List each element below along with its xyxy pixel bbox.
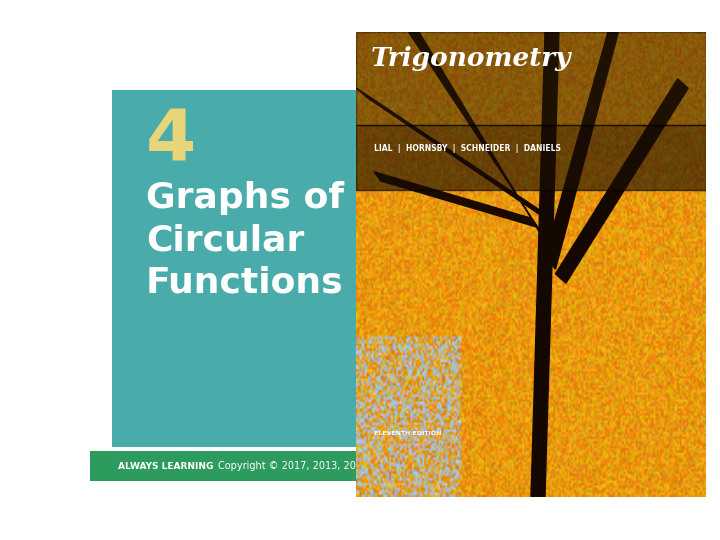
FancyBboxPatch shape (90, 451, 648, 481)
Polygon shape (555, 79, 688, 283)
Text: PEARSON: PEARSON (555, 457, 652, 475)
Polygon shape (374, 172, 538, 227)
FancyBboxPatch shape (112, 90, 364, 447)
Text: ALWAYS LEARNING: ALWAYS LEARNING (118, 462, 213, 470)
Text: ELEVENTH EDITION: ELEVENTH EDITION (374, 431, 441, 436)
Polygon shape (531, 32, 559, 497)
Text: Graphs of the
Circular
Functions: Graphs of the Circular Functions (145, 181, 424, 299)
Text: Copyright © 2017, 2013, 2009 Pearson Education, Inc.: Copyright © 2017, 2013, 2009 Pearson Edu… (218, 461, 486, 471)
Polygon shape (545, 32, 618, 269)
Text: Trigonometry: Trigonometry (370, 46, 571, 71)
FancyBboxPatch shape (356, 32, 706, 125)
FancyBboxPatch shape (356, 125, 706, 190)
Text: 4: 4 (145, 106, 196, 176)
Polygon shape (356, 88, 545, 218)
Text: LIAL  |  HORNSBY  |  SCHNEIDER  |  DANIELS: LIAL | HORNSBY | SCHNEIDER | DANIELS (374, 144, 561, 153)
Polygon shape (409, 32, 545, 241)
